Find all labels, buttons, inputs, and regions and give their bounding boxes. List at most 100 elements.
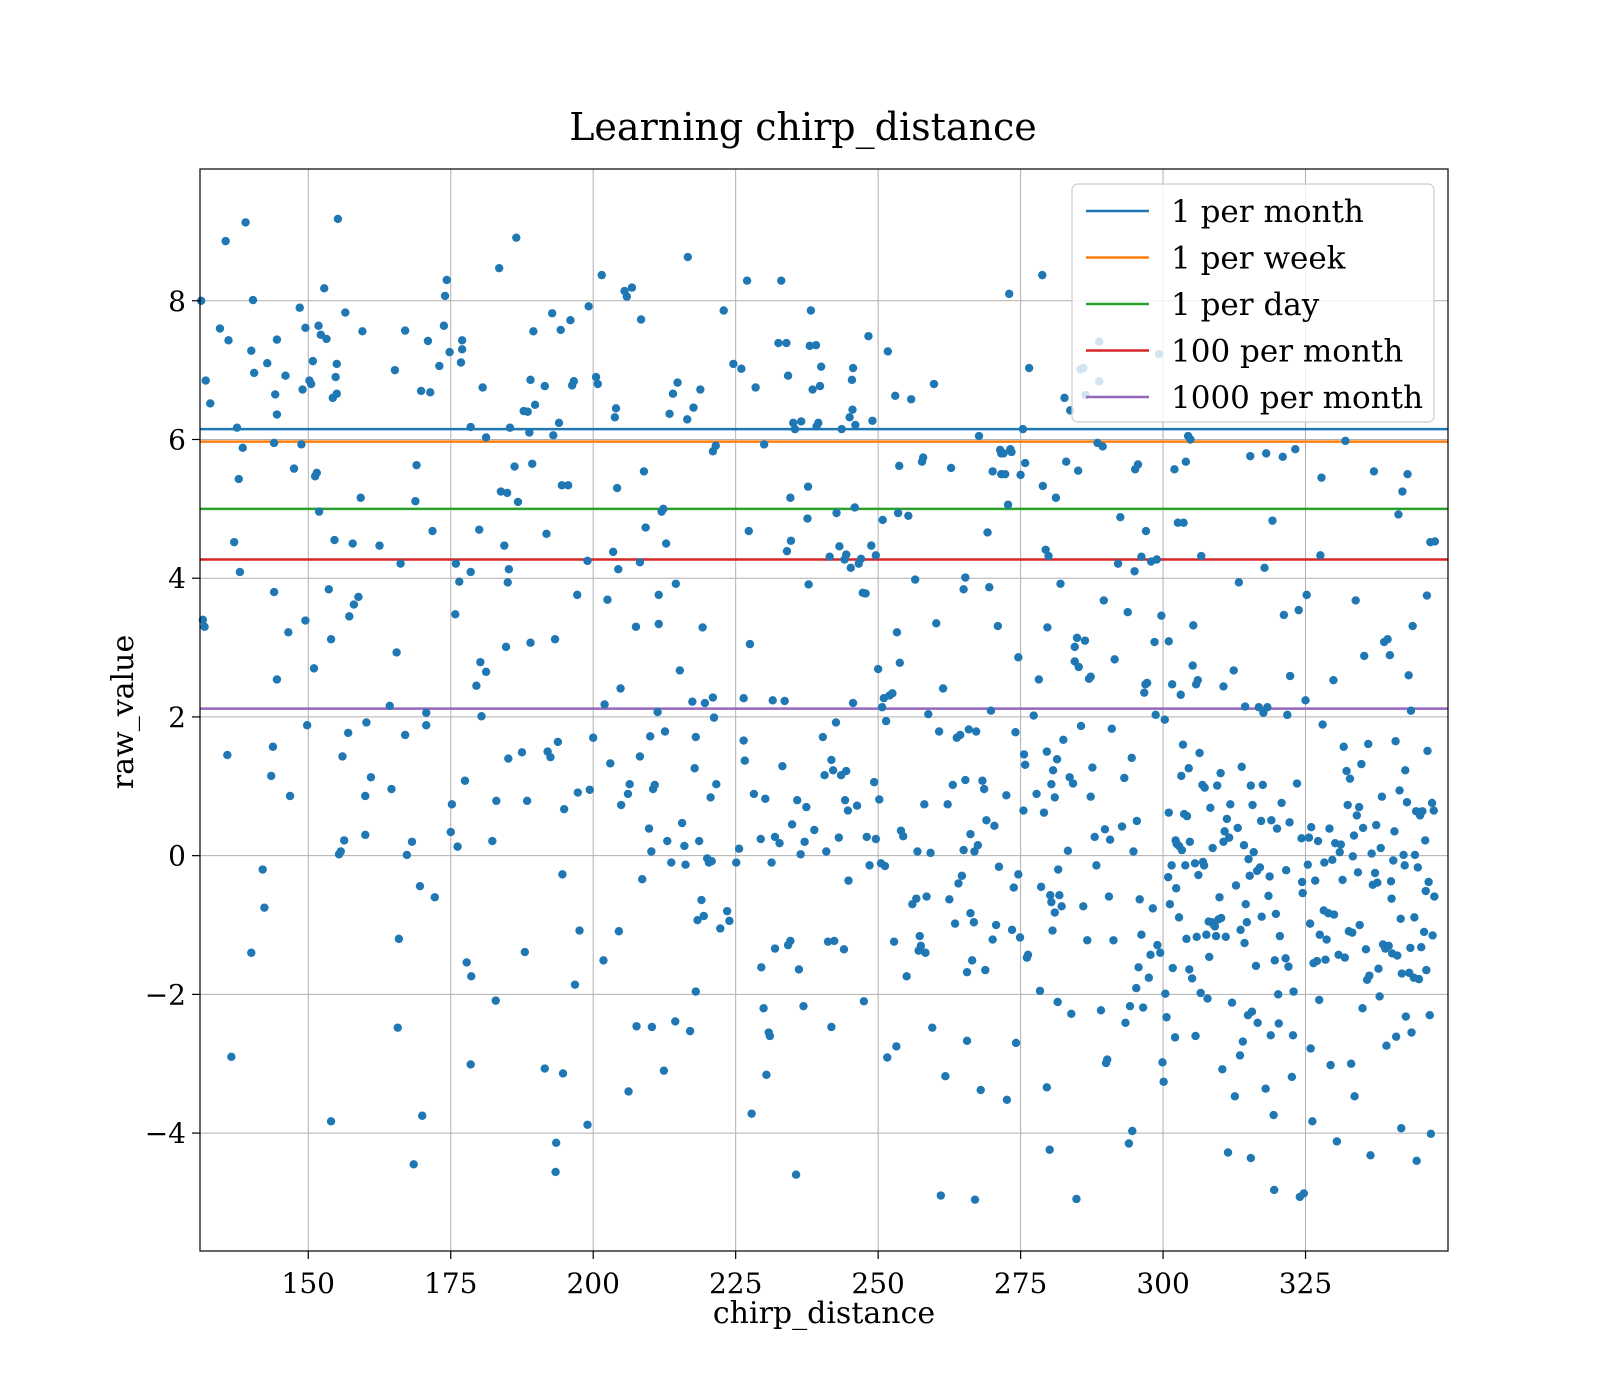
data-point xyxy=(970,847,979,856)
data-point xyxy=(330,535,339,545)
data-point xyxy=(1002,791,1011,800)
data-point xyxy=(1403,469,1412,479)
data-point xyxy=(1274,1019,1283,1028)
data-point xyxy=(600,700,609,709)
data-point xyxy=(1361,945,1371,954)
data-points xyxy=(196,214,1440,1204)
data-point xyxy=(1063,846,1073,855)
data-point xyxy=(1240,938,1249,948)
data-point xyxy=(1076,721,1086,731)
data-point xyxy=(1221,932,1230,942)
data-point xyxy=(525,428,534,437)
chart-title: Learning chirp_distance xyxy=(569,105,1037,150)
data-point xyxy=(1053,997,1062,1007)
data-point xyxy=(269,438,279,448)
data-point xyxy=(1205,952,1214,962)
data-point xyxy=(1072,1194,1081,1204)
data-point xyxy=(446,827,455,837)
data-point xyxy=(797,417,806,426)
data-point xyxy=(689,403,698,412)
data-point xyxy=(492,796,501,806)
data-point xyxy=(685,1026,695,1036)
data-point xyxy=(1134,963,1143,972)
data-point xyxy=(354,592,363,602)
data-point xyxy=(770,944,780,953)
data-point xyxy=(314,321,323,330)
data-point xyxy=(1162,1013,1171,1022)
data-point xyxy=(1226,800,1235,809)
data-point xyxy=(912,894,921,903)
data-point xyxy=(428,526,437,536)
legend-box xyxy=(1071,183,1435,423)
data-point xyxy=(338,752,347,761)
data-point xyxy=(765,1031,775,1041)
data-point xyxy=(523,407,532,416)
data-point xyxy=(553,737,563,747)
data-point xyxy=(835,542,844,551)
data-point xyxy=(1153,940,1162,950)
data-point xyxy=(1128,1126,1137,1136)
data-point xyxy=(936,1191,946,1200)
data-point xyxy=(1120,773,1129,783)
data-point xyxy=(1176,690,1185,699)
data-point xyxy=(1206,803,1215,812)
data-point xyxy=(1271,909,1281,919)
data-point xyxy=(475,525,484,534)
data-point xyxy=(326,635,336,644)
data-point xyxy=(589,733,598,742)
data-point xyxy=(1074,662,1083,672)
data-point xyxy=(526,375,535,385)
data-point xyxy=(1275,931,1285,941)
data-point xyxy=(1307,823,1316,832)
data-point xyxy=(554,418,564,428)
data-point xyxy=(1029,711,1038,720)
data-point xyxy=(306,379,316,389)
x-tick-label: 175 xyxy=(424,1267,477,1300)
data-point xyxy=(749,789,759,799)
data-point xyxy=(1394,510,1403,519)
data-point xyxy=(673,378,682,387)
data-point xyxy=(1257,912,1266,921)
data-point xyxy=(708,693,718,702)
data-point xyxy=(659,1066,669,1075)
data-point xyxy=(722,906,732,916)
data-point xyxy=(1229,666,1238,675)
data-point xyxy=(247,346,256,355)
data-point xyxy=(336,847,345,856)
data-point xyxy=(650,780,659,790)
data-point xyxy=(422,708,431,717)
data-point xyxy=(1365,971,1374,980)
data-point xyxy=(573,590,582,600)
data-point xyxy=(878,515,887,525)
data-point xyxy=(1127,753,1136,763)
data-point xyxy=(1418,807,1427,816)
y-tick-label: 2 xyxy=(168,701,186,734)
data-point xyxy=(1083,936,1092,945)
data-point xyxy=(1156,948,1165,957)
data-point xyxy=(361,830,370,840)
data-point xyxy=(1256,816,1266,826)
data-point xyxy=(1284,962,1293,971)
data-point xyxy=(1200,783,1209,792)
data-point xyxy=(324,585,333,594)
data-point xyxy=(1269,1185,1279,1195)
data-point xyxy=(654,590,663,600)
data-point xyxy=(688,697,697,706)
data-point xyxy=(825,552,834,561)
data-point xyxy=(945,895,954,904)
data-point xyxy=(1185,965,1194,974)
data-point xyxy=(1346,1059,1356,1068)
data-point xyxy=(1279,610,1289,620)
data-point xyxy=(551,1167,560,1177)
data-point xyxy=(361,791,370,801)
data-point xyxy=(777,276,786,285)
data-point xyxy=(1036,882,1046,892)
data-point xyxy=(1235,1051,1245,1060)
y-tick-label: 6 xyxy=(168,424,186,457)
data-point xyxy=(1383,635,1392,644)
data-point xyxy=(500,541,509,550)
data-point xyxy=(1268,516,1277,525)
data-point xyxy=(517,748,527,757)
data-point xyxy=(466,422,475,432)
data-point xyxy=(768,696,777,705)
